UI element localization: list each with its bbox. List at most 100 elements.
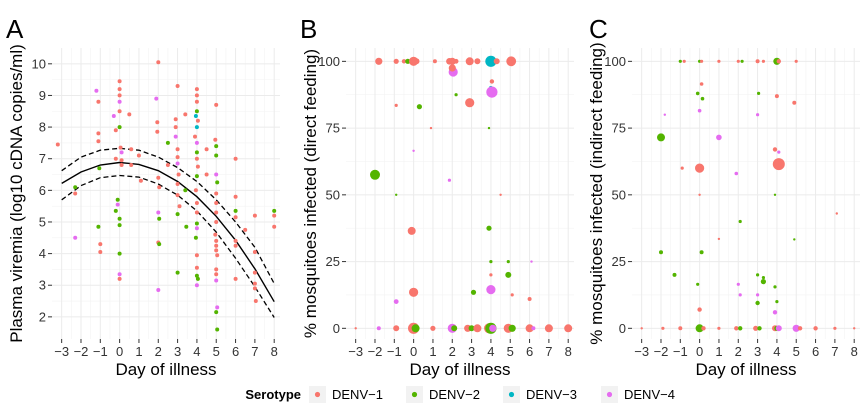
panel-b-point-denv-1 <box>413 58 420 65</box>
panel-a-tick-label-x: 6 <box>232 344 239 359</box>
panel-a-tick-label-x: 0 <box>116 344 123 359</box>
panel-c-tick-label-x: 8 <box>851 344 858 359</box>
panel-a-point-denv-2 <box>117 125 122 130</box>
panel-c-point-denv-2 <box>700 96 705 101</box>
panel-b-tick-label-x: 7 <box>545 344 552 359</box>
panel-a-point-denv-2 <box>194 150 199 155</box>
panel-c-point-denv-1 <box>682 59 686 63</box>
panel-a-point-denv-1 <box>233 156 238 161</box>
panel-c-point-denv-2 <box>773 285 777 289</box>
panel-a-point-denv-1 <box>113 128 118 133</box>
panel-a-point-denv-2 <box>214 144 219 149</box>
panel-a-point-denv-1 <box>119 158 124 163</box>
panel-b-tick-label-x: 8 <box>565 344 572 359</box>
panel-a-tick-label-x: 4 <box>193 344 200 359</box>
panel-c-point-denv-1 <box>717 237 721 241</box>
panel-b-point-denv-2 <box>451 325 458 332</box>
legend-key-dot-denv-1 <box>314 391 321 398</box>
panel-b-point-denv-2 <box>454 93 458 97</box>
panel-a-point-denv-4 <box>214 278 219 283</box>
legend-label-denv-1: DENV−1 <box>332 387 383 402</box>
panel-b-point-denv-3 <box>485 55 497 67</box>
panel-b-x-axis-title: Day of illness <box>409 360 510 379</box>
panel-b-tick-label-x: 6 <box>526 344 533 359</box>
panel-b-point-denv-2 <box>405 58 411 64</box>
panel-a-point-denv-4 <box>173 134 178 139</box>
panel-c-point-denv-4 <box>736 282 740 286</box>
panel-a-point-denv-4 <box>73 235 78 240</box>
panel-c-point-denv-2 <box>738 219 742 224</box>
legend-key-dot-denv-2 <box>411 391 418 398</box>
panel-b-point-denv-1 <box>474 58 481 65</box>
panel-a-point-denv-1 <box>214 191 219 196</box>
panel-a-point-denv-1 <box>118 145 123 150</box>
panel-b-point-denv-1 <box>499 193 502 196</box>
panel-a-point-denv-1 <box>96 131 101 136</box>
panel-c-point-denv-1 <box>717 326 721 330</box>
panel-b-point-denv-1 <box>527 297 532 301</box>
panel-c-tick-label-x: −3 <box>634 344 649 359</box>
panel-b-letter: B <box>300 14 317 44</box>
panel-a-tick-label-y: 6 <box>39 183 46 198</box>
panel-c-point-denv-1 <box>853 327 856 330</box>
panel-c-point-denv-2 <box>695 324 704 333</box>
panel-c-point-denv-2 <box>761 276 766 280</box>
panel-a-tick-label-y: 7 <box>39 151 46 166</box>
panel-a-point-denv-3 <box>193 114 198 118</box>
panel-b-point-denv-2 <box>395 193 398 196</box>
panel-a-point-denv-4 <box>215 305 220 310</box>
panel-a-point-denv-4 <box>154 96 159 101</box>
panel-a-point-denv-2 <box>113 208 118 213</box>
panel-a-point-denv-1 <box>183 112 188 117</box>
panel-a-point-denv-1 <box>176 172 181 177</box>
panel-c-point-denv-2 <box>659 250 663 255</box>
panel-a-point-denv-1 <box>173 125 178 130</box>
panel-a-point-denv-1 <box>175 84 180 88</box>
panel-b-point-denv-1 <box>409 287 419 297</box>
panel-b-point-denv-1 <box>429 126 433 130</box>
panel-c-tick-label-x: −1 <box>673 344 688 359</box>
panel-a-y-axis-title: Plasma viremia (log10 cDNA copies/ml) <box>7 44 26 343</box>
panel-a-point-denv-1 <box>98 250 103 254</box>
panel-b-tick-label-x: 2 <box>449 344 456 359</box>
panel-b-tick-label-x: 5 <box>507 344 514 359</box>
panel-c-point-denv-1 <box>640 327 643 330</box>
panel-a-point-denv-1 <box>253 299 258 303</box>
panel-a-point-denv-1 <box>214 248 219 253</box>
panel-c-tick-label-x: 2 <box>735 344 742 359</box>
panel-a-point-denv-1 <box>252 250 257 254</box>
panel-a-tick-label-y: 4 <box>39 246 46 261</box>
panel-b-point-denv-4 <box>489 324 497 332</box>
panel-a-tick-label-x: 1 <box>135 344 142 359</box>
panel-a-point-denv-2 <box>97 166 102 171</box>
panel-b-tick-label-x: 1 <box>429 344 436 359</box>
panel-c-point-denv-1 <box>695 163 705 173</box>
panel-c-tick-label-y: 25 <box>612 254 626 269</box>
panel-c-letter: C <box>589 14 608 44</box>
panel-a-point-denv-2 <box>96 224 101 229</box>
panel-b-tick-label-y: 50 <box>326 187 340 202</box>
panel-a-point-denv-1 <box>213 232 218 237</box>
panel-b-point-denv-1 <box>473 324 482 333</box>
panel-a-point-denv-2 <box>194 221 199 226</box>
panel-c-tick-label-y: 75 <box>612 121 626 136</box>
panel-c-point-denv-2 <box>738 326 743 331</box>
panel-c-point-denv-4 <box>756 293 760 297</box>
legend-key-dot-denv-3 <box>508 391 515 398</box>
panel-b-point-denv-4 <box>486 285 496 295</box>
panel-b-tick-label-x: 4 <box>487 344 494 359</box>
panel-a-tick-label-x: −3 <box>54 344 69 359</box>
panel-a-tick-label-x: 8 <box>271 344 278 359</box>
panel-a-point-denv-1 <box>204 147 209 152</box>
panel-b-point-denv-1 <box>394 103 398 107</box>
panel-a-tick-label-y: 8 <box>39 120 46 135</box>
panel-b-point-denv-2 <box>487 126 491 130</box>
panel-b-tick-label-x: −3 <box>348 344 363 359</box>
panel-a-point-denv-4 <box>94 88 99 93</box>
panel-a-point-denv-1 <box>243 227 248 232</box>
panel-a-point-denv-2 <box>214 310 219 315</box>
panel-a-point-denv-1 <box>195 118 200 123</box>
panel-b-point-denv-4 <box>486 86 498 98</box>
panel-a-point-denv-1 <box>252 286 257 291</box>
